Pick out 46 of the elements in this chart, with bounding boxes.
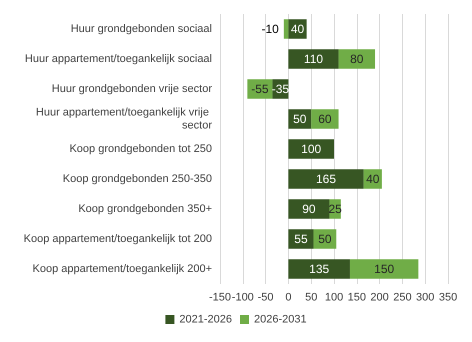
data-label: 90 [302,202,316,216]
data-label: 135 [309,262,330,276]
y-tick-label: Huur appartement/toegankelijk vrije sector [36,106,212,132]
data-label: 50 [293,112,307,126]
data-label: 100 [301,142,322,156]
data-label: -10 [261,22,280,36]
bar [284,19,288,39]
y-tick-label: Huur grondgebonden sociaal [70,23,212,35]
data-label: 40 [290,22,305,36]
x-tick-label: 150 [348,292,366,304]
y-tick-label: Koop appartement/toegankelijk 200+ [32,263,212,275]
data-label: 40 [366,172,380,186]
data-label: 60 [318,112,332,126]
data-label: 110 [304,52,324,66]
x-tick-label: 50 [305,292,318,304]
y-tick-label: Huur appartement/toegankelijk sociaal [24,53,212,65]
bar [350,259,418,279]
x-tick-label: 100 [324,292,344,304]
y-tick-label: Koop grondgebonden tot 250 [69,143,212,155]
bar [338,49,376,69]
x-tick-label: 250 [393,292,412,304]
data-label: 165 [316,172,336,186]
legend-label: 2021-2026 [179,314,232,326]
data-label: 150 [374,262,394,276]
bar [288,199,330,219]
x-tick-label: 350 [438,292,458,304]
legend-label: 2026-2031 [254,314,307,326]
y-tick-label: Koop grondgebonden 350+ [78,203,212,215]
y-tick-label: Huur grondgebonden vrije sector [52,83,212,95]
data-label: 80 [350,52,364,66]
bar [288,139,334,159]
x-tick-label: 0 [285,292,292,304]
data-label: -35 [272,82,290,96]
data-label: -55 [251,82,269,96]
x-tick-label: -100 [232,292,254,304]
bar [288,169,364,189]
x-tick-label: 200 [370,292,389,304]
data-label: 50 [318,232,332,246]
x-tick-label: -50 [258,292,274,304]
y-tick-label: Koop grondgebonden 250-350 [62,173,212,185]
y-tick-label: Koop appartement/toegankelijk tot 200 [24,233,212,245]
data-label: 55 [294,232,308,246]
bar [288,259,350,279]
bar [288,49,339,69]
x-tick-label: -150 [208,292,232,304]
x-tick-label: 300 [416,292,434,304]
